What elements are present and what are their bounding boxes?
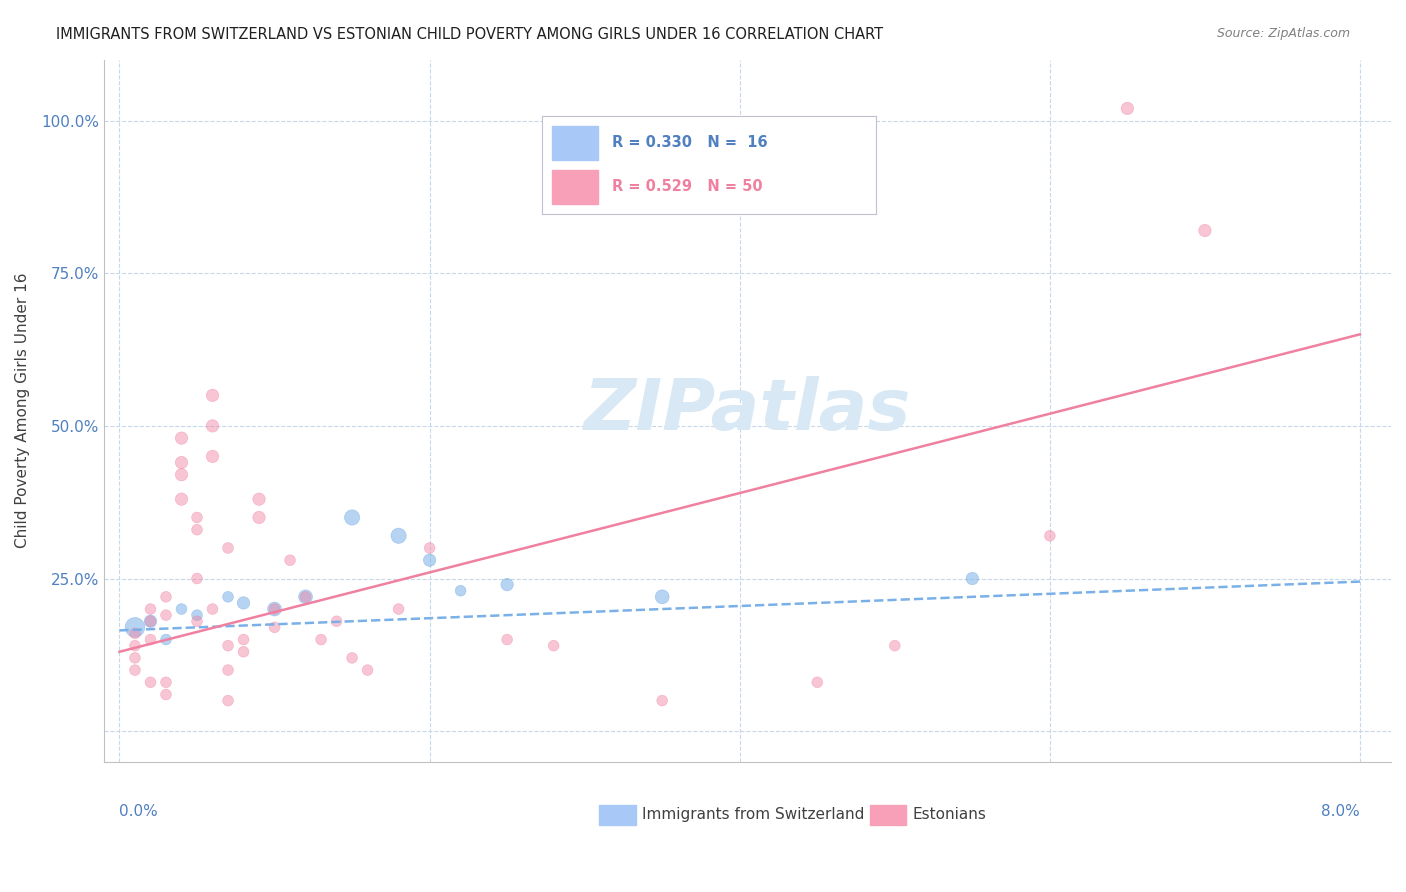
Point [651, 693, 673, 707]
Text: 0.0%: 0.0% [120, 804, 159, 819]
Point [543, 639, 565, 653]
Point [155, 688, 177, 702]
Point [294, 590, 316, 604]
Point [419, 553, 441, 567]
Point [201, 388, 224, 402]
Point [139, 614, 162, 628]
Point [1039, 529, 1062, 543]
Point [263, 602, 285, 616]
Point [201, 418, 224, 433]
Point [496, 577, 519, 591]
Point [387, 602, 409, 616]
Point [1116, 102, 1139, 116]
Text: Immigrants from Switzerland: Immigrants from Switzerland [643, 807, 865, 822]
Point [232, 596, 254, 610]
Point [450, 583, 472, 598]
Point [170, 602, 193, 616]
Point [883, 639, 905, 653]
Point [387, 529, 409, 543]
Point [124, 663, 146, 677]
Point [186, 510, 208, 524]
Point [124, 651, 146, 665]
Point [325, 614, 347, 628]
Point [356, 663, 378, 677]
Point [309, 632, 332, 647]
Point [232, 632, 254, 647]
Point [155, 632, 177, 647]
Point [247, 510, 270, 524]
Point [170, 467, 193, 482]
Point [340, 651, 363, 665]
Point [124, 639, 146, 653]
Point [186, 523, 208, 537]
Point [419, 541, 441, 555]
Point [186, 614, 208, 628]
Point [962, 572, 984, 586]
Point [139, 675, 162, 690]
Point [651, 590, 673, 604]
Text: Estonians: Estonians [912, 807, 986, 822]
Point [247, 492, 270, 507]
Point [139, 632, 162, 647]
Point [496, 632, 519, 647]
Point [806, 675, 828, 690]
Point [232, 645, 254, 659]
Point [278, 553, 301, 567]
FancyBboxPatch shape [870, 805, 905, 825]
Point [201, 450, 224, 464]
Point [201, 602, 224, 616]
FancyBboxPatch shape [599, 805, 636, 825]
Point [155, 608, 177, 623]
Point [186, 572, 208, 586]
Text: IMMIGRANTS FROM SWITZERLAND VS ESTONIAN CHILD POVERTY AMONG GIRLS UNDER 16 CORRE: IMMIGRANTS FROM SWITZERLAND VS ESTONIAN … [56, 27, 883, 42]
Point [124, 626, 146, 640]
Point [217, 639, 239, 653]
Point [170, 492, 193, 507]
Text: Source: ZipAtlas.com: Source: ZipAtlas.com [1216, 27, 1350, 40]
Point [155, 590, 177, 604]
Y-axis label: Child Poverty Among Girls Under 16: Child Poverty Among Girls Under 16 [15, 273, 30, 549]
Point [217, 693, 239, 707]
Point [139, 602, 162, 616]
Point [139, 614, 162, 628]
Text: ZIPatlas: ZIPatlas [583, 376, 911, 445]
Point [1194, 223, 1216, 237]
Point [263, 620, 285, 634]
Point [217, 663, 239, 677]
Point [170, 431, 193, 445]
Point [340, 510, 363, 524]
Point [124, 620, 146, 634]
Point [155, 675, 177, 690]
Point [217, 590, 239, 604]
Point [170, 456, 193, 470]
Text: 8.0%: 8.0% [1322, 804, 1360, 819]
Point [263, 602, 285, 616]
Point [186, 608, 208, 623]
Point [217, 541, 239, 555]
Point [294, 590, 316, 604]
